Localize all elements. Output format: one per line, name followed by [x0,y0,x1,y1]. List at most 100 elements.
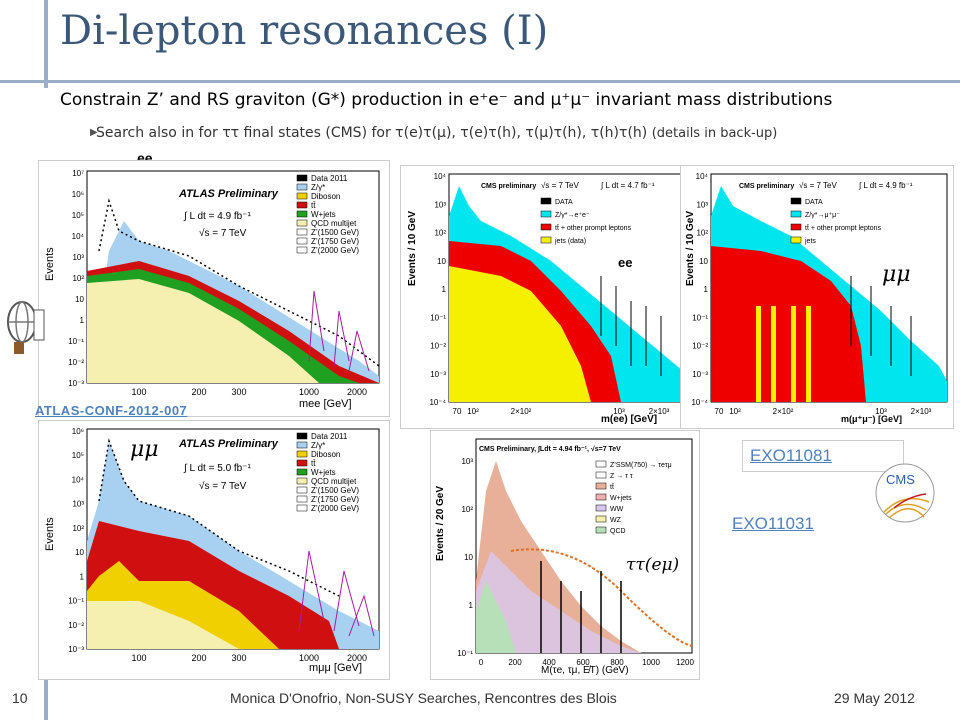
cms-mumu-legend-entry: DATA [805,199,823,206]
label-ee-cms: ee [618,255,633,270]
atlas-mumu-ytick: 10⁴ [72,475,85,484]
atlas-conf-link[interactable]: ATLAS-CONF-2012-007 [35,403,188,418]
cms-ee-legend-swatch [540,197,552,205]
cms-ee-xtick: 70 [453,407,462,416]
cms-tautau-legend-entry: W+jets [610,495,632,502]
atlas-ee-xtick: 100 [131,387,146,397]
atlas-mumu-legend-entry: Diboson [311,450,340,459]
cms-mumu-xtick: 10³ [875,407,887,416]
cms-tautau-legend-entry: QCD [610,528,626,535]
cms-ee-ytick: 10⁻² [430,342,446,351]
cms-ee-yticks: 10⁴ 10³ 10² 10 1 10⁻¹ 10⁻² 10⁻³ 10⁻⁴ [429,172,446,407]
cms-tautau-legend-swatch [595,460,607,468]
cms-tautau-legend: Z’SSM(750) → τeτμ Z → τ τ tt̄ W+jets WW WZ QCD [595,460,672,535]
cms-mumu-legend-swatch [790,223,802,231]
exo1-box [742,440,904,472]
cms-tautau-plot: Events / 20 GeV M(τe, τμ, E̸T) (GeV) CMS… [430,430,700,680]
cms-mumu-plot: Events / 10 GeV m(μ⁺μ⁻) [GeV] CMS prelim… [680,165,954,429]
cms-tautau-legend-swatch [595,482,607,490]
atlas-ee-lumi: ∫ L dt = 4.9 fb⁻¹ [183,211,252,222]
atlas-mumu-xtick: 100 [131,653,146,663]
atlas-ee-legend-entry: QCD multijet [311,219,357,228]
atlas-mumu-ytick: 10⁻² [68,621,84,630]
cms-mumu-ytick: 1 [704,285,709,294]
left-rail [44,0,48,88]
atlas-ee-ytick: 10⁻³ [68,379,84,388]
footer-center: Monica D'Onofrio, Non-SUSY Searches, Ren… [230,690,617,706]
atlas-mumu-ytick: 10⁵ [72,451,84,460]
cms-ee-ytick: 10⁻¹ [430,313,446,322]
title-underline [0,80,960,83]
atlas-ee-legend-entry: Diboson [311,192,340,201]
atlas-mumu-legend-entry: Z’(2000 GeV) [311,504,359,513]
atlas-mumu-header: ATLAS Preliminary [178,438,279,450]
atlas-ee-header: ATLAS Preliminary [178,188,279,200]
cms-mumu-xtick: 70 [715,407,724,416]
cms-ee-ytick: 10 [437,257,446,266]
cms-ee-plot: Events / 10 GeV m(ee) [GeV] CMS prelimin… [400,165,697,429]
cms-mumu-ylabel: Events / 10 GeV [685,211,696,286]
cms-tautau-xtick: 1000 [642,658,660,667]
atlas-ee-legend-swatch [296,192,308,200]
atlas-ee-legend-entry: Z’(1500 GeV) [311,228,359,237]
cms-tautau-legend-entry: Z → τ τ [610,473,633,480]
atlas-logo [4,298,46,358]
atlas-mumu-ytick: 10⁻¹ [68,597,84,606]
footer-date: 29 May 2012 [834,690,915,706]
cms-tautau-xtick: 800 [610,658,624,667]
atlas-ee-yticks: 10⁷ 10⁶ 10⁵ 10⁴ 10³ 10² 10 1 10⁻¹ 10⁻² 10⁻³ [68,169,84,388]
atlas-mumu-legend-swatch [296,477,308,485]
atlas-ee-ytick: 1 [80,316,85,325]
atlas-mumu-legend-swatch [296,450,308,458]
atlas-mumu-legend-entry: tt̄ [311,459,316,468]
exo11081-link[interactable]: EXO11081 [750,446,832,465]
atlas-mumu-legend-entry: Z’(1500 GeV) [311,486,359,495]
bullet-main: Search also in for ττ final states (CMS)… [96,125,648,141]
cms-mumu-legend-swatch [790,197,802,205]
cms-tautau-xtick: 1200 [676,658,694,667]
atlas-mumu-ytick: 10⁻³ [68,645,84,654]
atlas-mumu-yticks: 10⁶ 10⁵ 10⁴ 10³ 10² 10 1 10⁻¹ 10⁻² 10⁻³ [68,427,84,654]
atlas-ee-legend-swatch [296,237,308,245]
cms-tautau-legend-swatch [595,515,607,523]
cms-tautau-ytick: 10⁻¹ [457,649,473,658]
atlas-ee-legend-swatch [296,228,308,236]
cms-tautau-header: CMS Preliminary, ∫Ldt = 4.94 fb⁻¹, √s=7 … [479,445,621,453]
atlas-ee-plot: Events mee [GeV] ATLAS Preliminary ∫ L d… [38,160,390,417]
cms-ee-legend-swatch [540,223,552,231]
cms-mumu-ytick: 10⁻⁴ [691,398,708,407]
cms-tautau-legend-swatch [595,526,607,534]
label-mumu-cms: μμ [882,262,911,287]
slide-subtitle: Constrain Z’ and RS graviton (G*) produc… [60,90,833,110]
atlas-mumu-xticks: 100 200 300 1000 2000 [131,653,367,663]
cms-ee-xlabel: m(ee) [GeV] [601,414,657,425]
cms-tautau-legend-entry: WZ [610,517,622,524]
atlas-ee-legend-entry: Z’(2000 GeV) [311,246,359,255]
atlas-ee-xtick: 200 [191,387,206,397]
cms-tautau-legend-swatch [595,504,607,512]
cms-mumu-header: CMS preliminary [739,183,794,190]
cms-tautau-xtick: 600 [576,658,590,667]
bullet-note: (details in back-up) [651,126,778,141]
atlas-mumu-xtick: 200 [191,653,206,663]
cms-ee-ytick: 10³ [434,200,446,209]
cms-ee-legend-entry: jets (data) [554,238,586,245]
cms-mumu-svg: Events / 10 GeV m(μ⁺μ⁻) [GeV] CMS prelim… [685,172,948,424]
atlas-mumu-ylabel: Events [44,517,56,551]
atlas-mumu-legend-swatch [296,468,308,476]
cms-ee-ytick: 1 [442,285,447,294]
atlas-mumu-legend-swatch [296,486,308,494]
atlas-ee-legend-swatch [296,174,308,182]
cms-mumu-ytick: 10³ [696,200,708,209]
atlas-ee-legend-entry: Z’(1750 GeV) [311,237,359,246]
exo11031-link[interactable]: EXO11031 [732,514,814,533]
atlas-ee-xticks: 100 200 300 1000 2000 [131,387,367,397]
atlas-ee-legend-swatch [296,210,308,218]
atlas-mumu-legend-swatch [296,441,308,449]
atlas-ee-ytick: 10⁻¹ [68,337,84,346]
bullet-arrow-icon: ▶ [90,127,98,138]
footer-rail [44,680,48,720]
cms-mumu-legend-entry: jets [804,238,816,245]
cms-ee-ytick: 10² [434,229,446,238]
